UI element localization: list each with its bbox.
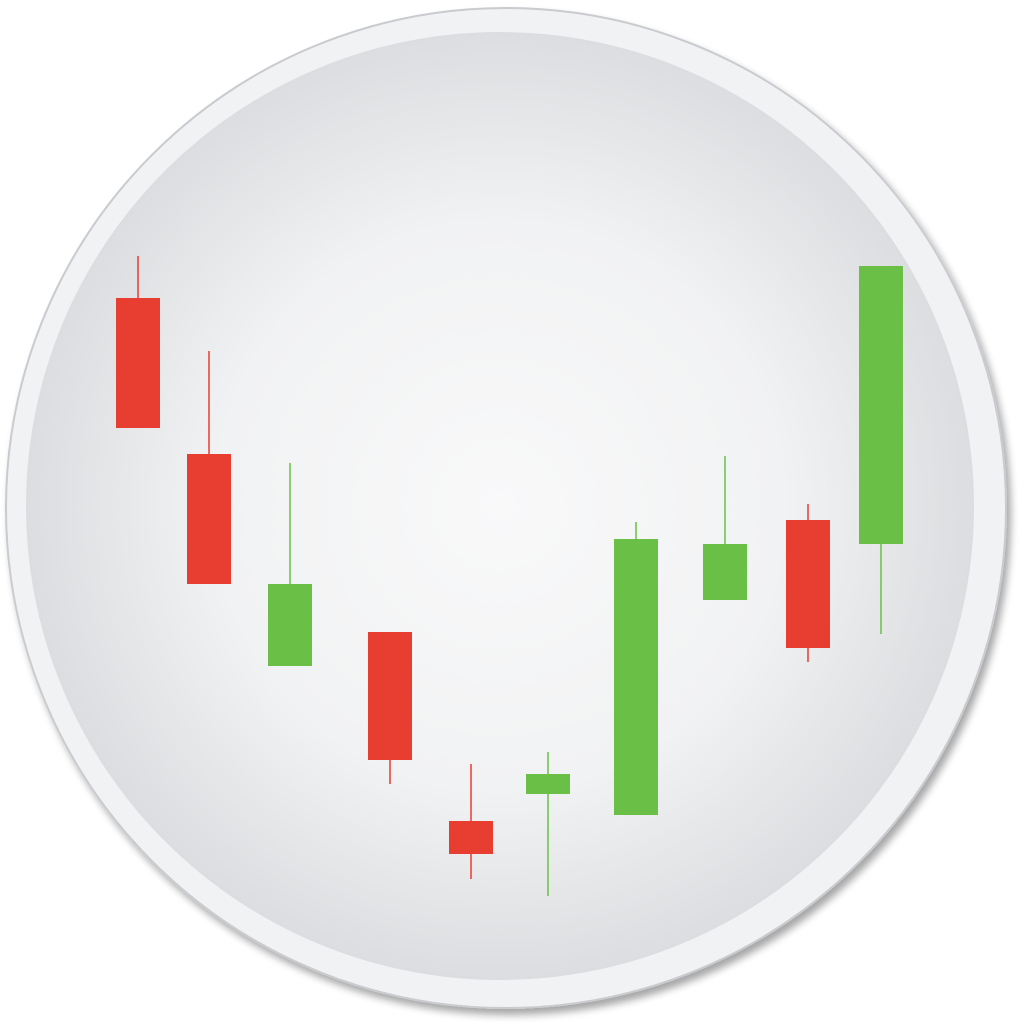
candle-body <box>368 632 412 760</box>
candle-body <box>116 298 160 428</box>
candle-7 <box>614 522 658 815</box>
candlestick-series <box>116 256 903 896</box>
candle-1 <box>116 256 160 428</box>
candle-body <box>449 821 493 854</box>
candle-9 <box>786 504 830 662</box>
candle-8 <box>703 456 747 600</box>
candle-10 <box>859 266 903 634</box>
candle-body <box>703 544 747 600</box>
candle-4 <box>368 632 412 784</box>
candle-body <box>614 539 658 815</box>
candle-2 <box>187 351 231 584</box>
candle-5 <box>449 764 493 879</box>
candle-body <box>268 584 312 666</box>
inner-dial <box>26 32 974 980</box>
candle-body <box>859 266 903 544</box>
candle-6 <box>526 752 570 896</box>
candle-body <box>187 454 231 584</box>
candle-body <box>526 774 570 794</box>
candle-body <box>786 520 830 648</box>
candle-3 <box>268 463 312 666</box>
